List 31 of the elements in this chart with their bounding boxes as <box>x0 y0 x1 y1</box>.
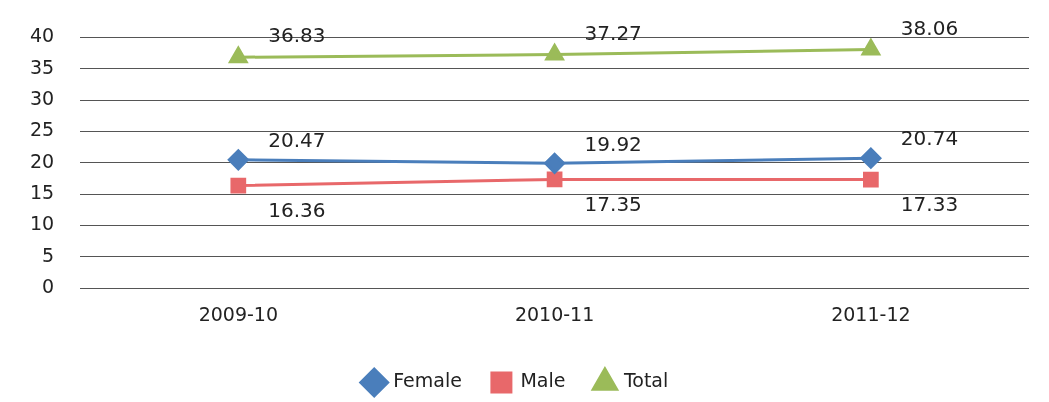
y-tick-label: 5 <box>42 243 55 266</box>
point <box>229 46 248 64</box>
point <box>227 149 249 171</box>
data-label: 20.74 <box>900 126 959 151</box>
data-label: 19.92 <box>584 131 642 156</box>
y-tick-label: 40 <box>29 24 55 47</box>
y-tick-label: 35 <box>29 55 55 78</box>
point <box>863 171 879 188</box>
data-label: 17.33 <box>900 191 959 216</box>
point <box>230 177 247 194</box>
y-tick-label: 30 <box>29 87 55 110</box>
y-tick-label: 25 <box>29 118 55 141</box>
point <box>861 39 881 56</box>
point <box>544 152 566 174</box>
data-label: 20.47 <box>268 128 326 153</box>
data-label: 16.36 <box>268 197 326 222</box>
data-label: 17.35 <box>584 191 642 216</box>
x-tick-label: 2010-11 <box>514 302 595 325</box>
legend-label: Female <box>393 369 462 392</box>
y-tick-label: 15 <box>29 181 55 204</box>
y-tick-label: 10 <box>29 212 55 235</box>
y-tick-label: 0 <box>42 275 55 298</box>
point <box>860 147 882 169</box>
point <box>546 171 563 188</box>
data-label: 38.06 <box>900 15 959 40</box>
x-tick-label: 2009-10 <box>198 302 279 325</box>
x-tick-label: 2011-12 <box>831 302 911 325</box>
point <box>545 44 564 61</box>
y-tick-label: 20 <box>29 149 55 172</box>
legend-label: Total <box>622 369 669 392</box>
legend-label: Male <box>520 369 566 392</box>
